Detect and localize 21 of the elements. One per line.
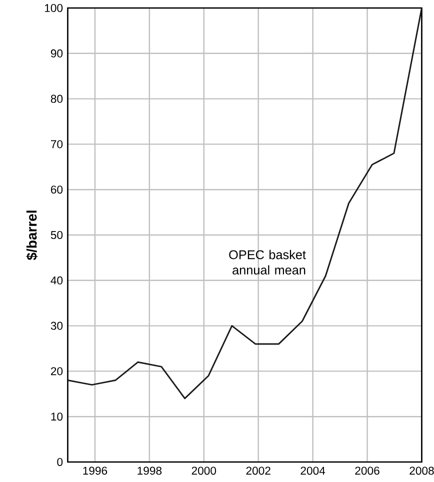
y-tick-label: 20	[50, 367, 63, 376]
x-tick-label: 1998	[138, 466, 162, 475]
y-tick-label: 40	[50, 276, 63, 284]
y-tick-label: 70	[51, 140, 63, 148]
y-tick-label: 90	[50, 49, 63, 58]
x-tick-label: 1996	[83, 466, 108, 475]
annotation: OPEC basket annual mean	[229, 250, 306, 275]
x-tick-label: 2004	[300, 466, 326, 475]
y-axis-title: $/barrel	[26, 210, 38, 260]
y-tick-label: 30	[50, 322, 63, 330]
x-tick-label: 2002	[246, 466, 270, 475]
y-tick-label: 0	[57, 458, 63, 466]
y-tick-label: 80	[50, 94, 63, 103]
y-tick-label: 50	[50, 230, 63, 240]
x-tick-label: 2000	[192, 466, 216, 475]
y-tick-label: 100	[44, 4, 63, 12]
y-tick-label: 10	[51, 412, 63, 421]
y-tick-label: 60	[51, 186, 63, 194]
line-series	[68, 8, 422, 400]
x-tick-label: 2008	[410, 466, 434, 475]
x-tick-label: 2006	[355, 466, 380, 475]
